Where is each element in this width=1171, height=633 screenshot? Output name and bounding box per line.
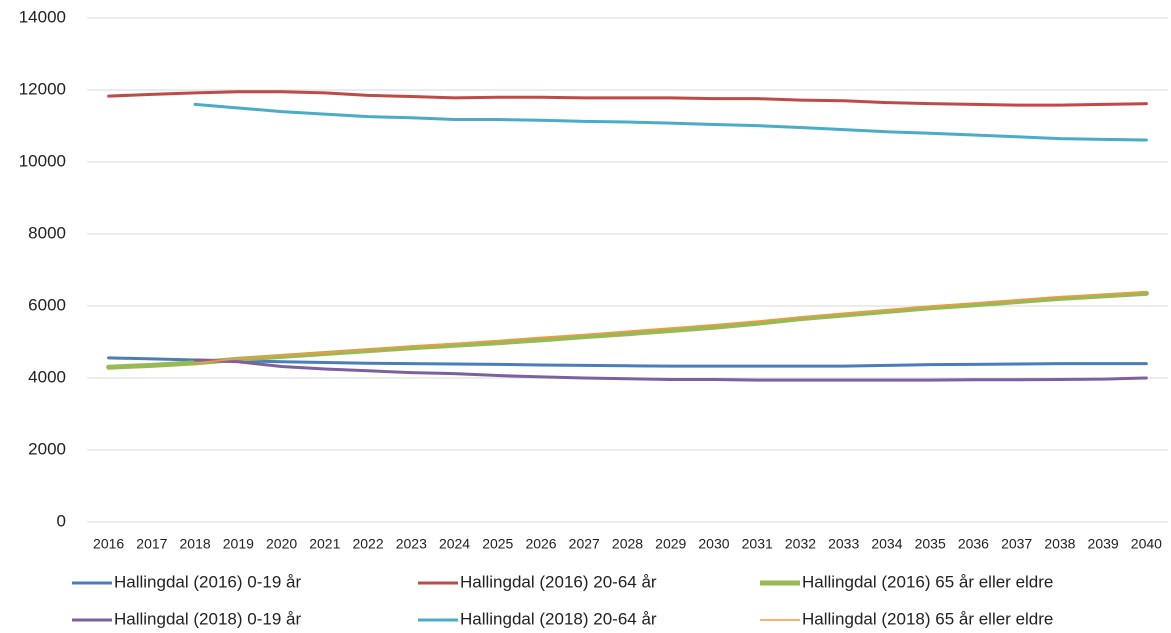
x-tick-label: 2027 bbox=[569, 536, 600, 552]
x-tick-label: 2023 bbox=[396, 536, 427, 552]
y-tick-label: 12000 bbox=[19, 79, 66, 98]
legend-label: Hallingdal (2018) 20-64 år bbox=[460, 609, 657, 628]
x-tick-label: 2029 bbox=[655, 536, 686, 552]
x-tick-label: 2016 bbox=[93, 536, 124, 552]
legend-label: Hallingdal (2016) 20-64 år bbox=[460, 572, 657, 591]
series-line bbox=[106, 290, 1149, 370]
series-line bbox=[193, 102, 1148, 142]
x-tick-label: 2022 bbox=[352, 536, 383, 552]
x-tick-label: 2021 bbox=[309, 536, 340, 552]
y-tick-label: 14000 bbox=[19, 7, 66, 26]
x-tick-label: 2020 bbox=[266, 536, 297, 552]
x-tick-label: 2037 bbox=[1001, 536, 1032, 552]
x-tick-label: 2035 bbox=[915, 536, 946, 552]
x-tick-label: 2018 bbox=[180, 536, 211, 552]
y-tick-label: 0 bbox=[57, 511, 66, 530]
x-tick-label: 2039 bbox=[1088, 536, 1119, 552]
y-tick-label: 6000 bbox=[28, 295, 66, 314]
x-tick-label: 2024 bbox=[439, 536, 470, 552]
y-tick-label: 8000 bbox=[28, 223, 66, 242]
x-tick-label: 2034 bbox=[871, 536, 902, 552]
legend-label: Hallingdal (2018) 0-19 år bbox=[114, 609, 301, 628]
legend-label: Hallingdal (2018) 65 år eller eldre bbox=[802, 609, 1053, 628]
x-tick-label: 2040 bbox=[1131, 536, 1162, 552]
legend-label: Hallingdal (2016) 0-19 år bbox=[114, 572, 301, 591]
x-tick-label: 2026 bbox=[525, 536, 556, 552]
x-tick-label: 2033 bbox=[828, 536, 859, 552]
x-tick-label: 2019 bbox=[223, 536, 254, 552]
series-line bbox=[194, 290, 1148, 364]
x-tick-label: 2030 bbox=[698, 536, 729, 552]
y-tick-label: 4000 bbox=[28, 367, 66, 386]
x-tick-label: 2032 bbox=[785, 536, 816, 552]
x-tick-label: 2031 bbox=[742, 536, 773, 552]
series-line bbox=[107, 356, 1148, 368]
x-tick-label: 2017 bbox=[136, 536, 167, 552]
y-tick-label: 10000 bbox=[19, 151, 66, 170]
x-tick-label: 2025 bbox=[482, 536, 513, 552]
x-tick-label: 2036 bbox=[958, 536, 989, 552]
legend-label: Hallingdal (2016) 65 år eller eldre bbox=[802, 572, 1053, 591]
x-tick-label: 2028 bbox=[612, 536, 643, 552]
y-tick-label: 2000 bbox=[28, 439, 66, 458]
x-tick-label: 2038 bbox=[1044, 536, 1075, 552]
series-line bbox=[193, 358, 1148, 382]
series-line bbox=[107, 90, 1148, 107]
